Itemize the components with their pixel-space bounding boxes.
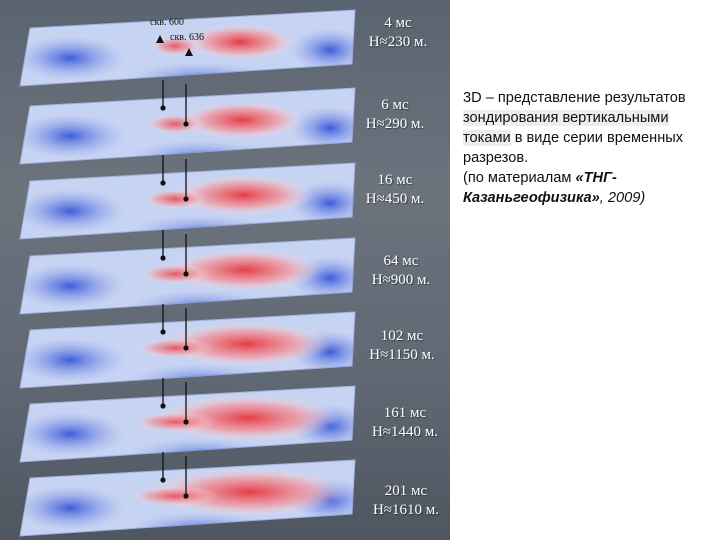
slices-stack (19, 9, 356, 537)
slice-time: 102 мс (380, 328, 424, 344)
slice-label-4: 64 мс Н≈900 м. (360, 252, 442, 290)
slice-depth: Н≈1440 м. (371, 424, 439, 440)
slice-depth: Н≈290 м. (365, 116, 425, 132)
caption-text: 3D – представление результатов зондирова… (463, 88, 715, 208)
well-label-600: скв. 600 (150, 17, 185, 28)
slice-time: 201 мс (384, 483, 428, 499)
caption-source-org: «ТНГ-Казаньгеофизика» (463, 170, 617, 206)
timeslice-plane (19, 452, 356, 537)
slice-label-6: 161 мс Н≈1440 м. (362, 404, 448, 442)
slice-depth: Н≈1610 м. (372, 502, 440, 518)
slice-label-5: 102 мс Н≈1150 м. (358, 327, 446, 365)
slice-depth: Н≈230 м. (368, 34, 428, 50)
slice-depth: Н≈900 м. (371, 272, 431, 288)
timeslice-plane (19, 304, 356, 389)
timeslice-plane (19, 80, 356, 165)
slice-label-2: 6 мс Н≈290 м. (355, 96, 435, 134)
timeslice-plane (19, 378, 356, 463)
slice-time: 6 мс (381, 97, 409, 113)
timeslice-figure: скв. 600 скв. 636 4 мс Н≈230 м. 6 мс Н≈2… (0, 0, 450, 540)
caption-part3: в виде серии временных разрезов. (463, 130, 684, 166)
well-triangle-icon (156, 35, 164, 43)
timeslice-plane (19, 155, 356, 240)
timeslice-plane (19, 230, 356, 315)
caption-part1: 3D – представление результатов (463, 90, 686, 106)
slice-time: 4 мс (384, 15, 412, 31)
slice-label-7: 201 мс Н≈1610 м. (364, 482, 448, 520)
slice-label-3: 16 мс Н≈450 м. (355, 171, 435, 209)
caption-source-prefix: (по материалам (463, 170, 576, 186)
slice-label-1: 4 мс Н≈230 м. (360, 14, 436, 52)
caption-source-year: , 2009) (599, 190, 646, 206)
slice-time: 161 мс (383, 405, 427, 421)
slice-time: 16 мс (377, 172, 413, 188)
slice-time: 64 мс (383, 253, 419, 269)
well-label-636: скв. 636 (170, 32, 205, 43)
slice-depth: Н≈1150 м. (369, 347, 435, 363)
slice-depth: Н≈450 м. (365, 191, 425, 207)
well-triangle-icon (185, 48, 193, 56)
